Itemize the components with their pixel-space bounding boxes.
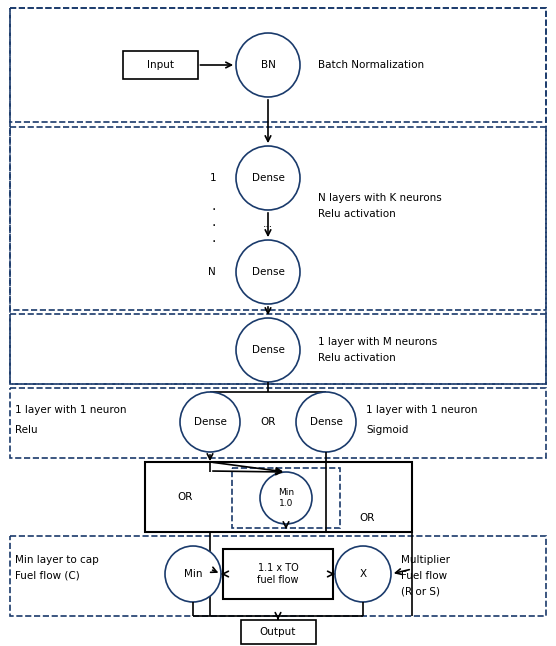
Bar (10, 127, 546, 310)
Circle shape (165, 546, 221, 602)
Text: Input: Input (146, 60, 173, 70)
Text: 1.1 x TO
fuel flow: 1.1 x TO fuel flow (257, 563, 299, 585)
Bar (10, 8, 546, 122)
Circle shape (180, 392, 240, 452)
Bar (145, 462, 412, 532)
Text: Dense: Dense (251, 267, 285, 277)
Text: Relu: Relu (15, 425, 38, 435)
Text: .: . (212, 199, 216, 213)
Circle shape (236, 240, 300, 304)
Text: Dense: Dense (251, 173, 285, 183)
Text: Min: Min (183, 569, 202, 579)
Text: Multiplier: Multiplier (401, 555, 450, 565)
Text: 1 layer with 1 neuron: 1 layer with 1 neuron (15, 405, 127, 415)
Text: BN: BN (261, 60, 275, 70)
Text: .: . (212, 215, 216, 229)
Text: 1 layer with 1 neuron: 1 layer with 1 neuron (366, 405, 478, 415)
Text: Fuel flow: Fuel flow (401, 571, 447, 581)
Text: Batch Normalization: Batch Normalization (318, 60, 424, 70)
Text: 1: 1 (210, 173, 216, 183)
Circle shape (236, 33, 300, 97)
Text: Fuel flow (C): Fuel flow (C) (15, 571, 80, 581)
Text: Min layer to cap: Min layer to cap (15, 555, 99, 565)
Text: Output: Output (260, 627, 296, 637)
Bar (10, 388, 546, 458)
Text: Dense: Dense (193, 417, 226, 427)
Text: X: X (359, 569, 366, 579)
Text: N layers with K neurons: N layers with K neurons (318, 193, 442, 203)
Text: OR: OR (260, 417, 276, 427)
Circle shape (236, 146, 300, 210)
Bar (10, 536, 546, 616)
Circle shape (236, 318, 300, 382)
Circle shape (335, 546, 391, 602)
Bar (122, 51, 197, 79)
Text: Relu activation: Relu activation (318, 209, 396, 219)
Bar (10, 314, 546, 384)
Text: 1 layer with M neurons: 1 layer with M neurons (318, 337, 437, 347)
Text: Dense: Dense (310, 417, 342, 427)
Bar (241, 620, 315, 644)
Circle shape (296, 392, 356, 452)
Text: .: . (212, 231, 216, 245)
Circle shape (260, 472, 312, 524)
Text: Sigmoid: Sigmoid (366, 425, 408, 435)
Text: Min
1.0: Min 1.0 (278, 488, 294, 508)
Text: OR: OR (359, 513, 375, 523)
Bar (232, 468, 340, 528)
Text: OR: OR (177, 492, 193, 502)
Bar (223, 549, 333, 599)
Bar (10, 8, 546, 384)
Text: (R or S): (R or S) (401, 587, 440, 597)
Text: Relu activation: Relu activation (318, 353, 396, 363)
Text: ...: ... (263, 219, 273, 229)
Text: Dense: Dense (251, 345, 285, 355)
Text: N: N (208, 267, 216, 277)
